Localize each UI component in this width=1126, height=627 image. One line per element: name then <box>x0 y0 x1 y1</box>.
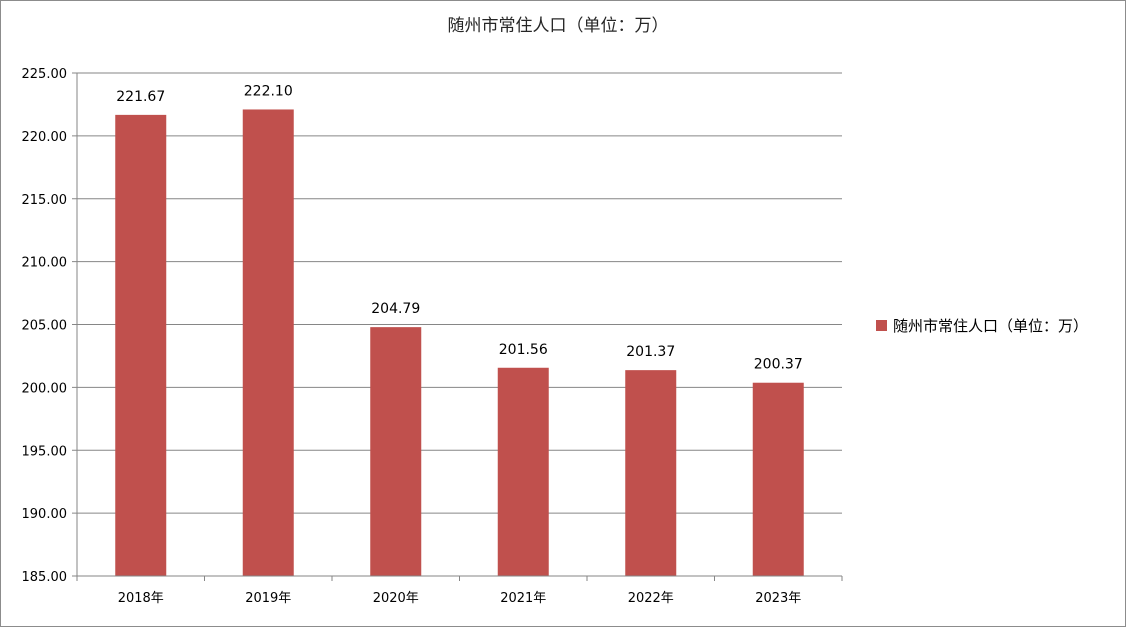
bar <box>625 370 677 576</box>
data-labels: 221.67 222.10 204.79 201.56 201.37 200.37 <box>116 83 803 372</box>
bar <box>752 382 804 576</box>
bar <box>115 114 167 576</box>
data-label: 200.37 <box>754 357 803 373</box>
bar <box>497 367 549 576</box>
x-tick-label: 2019年 <box>245 591 291 606</box>
y-tick-label: 220.00 <box>22 130 68 145</box>
y-tick-label: 210.00 <box>22 256 68 271</box>
x-tick-label: 2018年 <box>118 591 164 606</box>
legend-swatch <box>876 320 887 331</box>
x-tick-label: 2023年 <box>755 591 801 606</box>
x-axis: 2018年 2019年 2020年 2021年 2022年 2023年 <box>76 575 843 606</box>
grid-lines <box>77 72 842 577</box>
y-axis-ticks: 185.00 190.00 195.00 200.00 205.00 210.00 215.… <box>22 67 78 585</box>
legend: 随州市常住人口（单位：万） <box>876 317 1088 335</box>
y-tick-label: 205.00 <box>22 319 68 334</box>
data-label: 204.79 <box>371 301 420 317</box>
data-label: 201.56 <box>499 342 548 358</box>
y-tick-label: 225.00 <box>22 67 68 82</box>
data-label: 221.67 <box>116 89 165 105</box>
chart-title: 随州市常住人口（单位：万） <box>448 16 669 36</box>
x-tick-label: 2020年 <box>373 591 419 606</box>
bars <box>115 109 804 576</box>
x-tick-label: 2022年 <box>628 591 674 606</box>
y-tick-label: 195.00 <box>22 444 68 459</box>
bar <box>242 109 294 576</box>
y-tick-label: 200.00 <box>22 381 68 396</box>
bar <box>370 327 422 576</box>
data-label: 201.37 <box>626 344 675 360</box>
legend-label: 随州市常住人口（单位：万） <box>893 317 1088 335</box>
data-label: 222.10 <box>244 83 293 99</box>
y-tick-label: 190.00 <box>22 507 68 522</box>
y-tick-label: 185.00 <box>22 570 68 585</box>
x-tick-label: 2021年 <box>500 591 546 606</box>
y-tick-label: 215.00 <box>22 193 68 208</box>
